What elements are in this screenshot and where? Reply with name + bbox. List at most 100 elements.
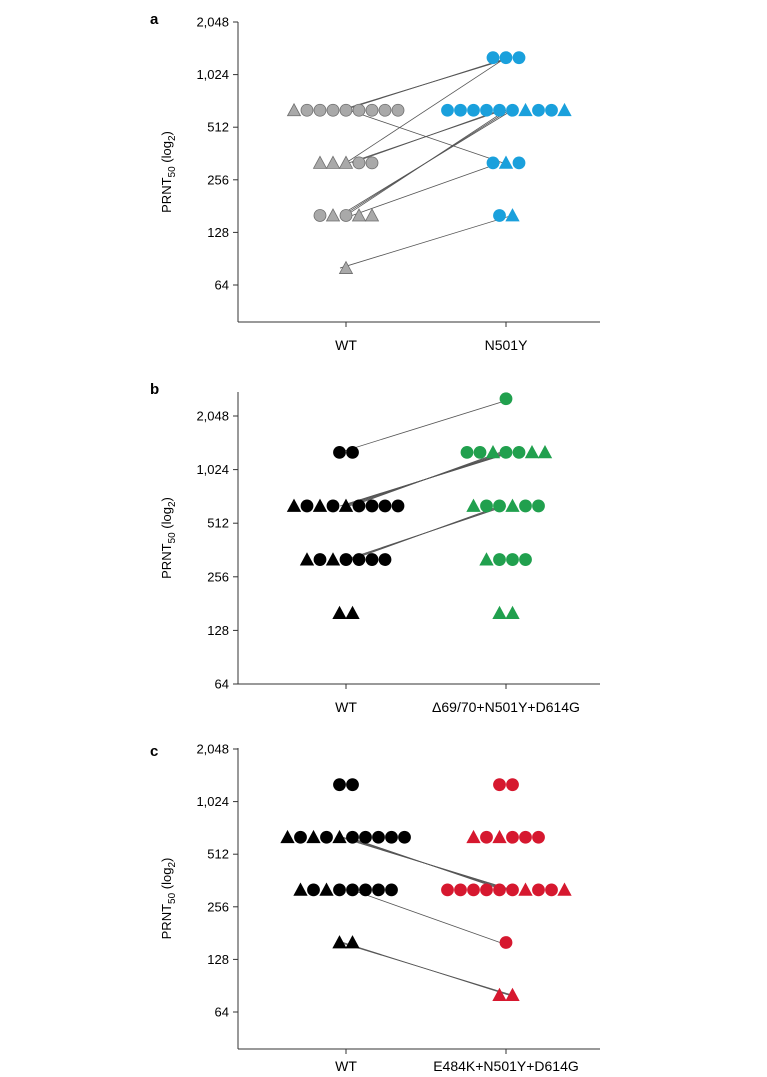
y-tick-label: 512 <box>207 120 229 135</box>
data-point-circle <box>441 103 454 117</box>
data-point-circle <box>545 103 558 117</box>
data-point-circle <box>506 830 519 844</box>
data-point-circle <box>473 445 487 459</box>
y-axis-label: PRNT50 (log2) <box>159 131 178 213</box>
data-point-triangle <box>338 260 354 274</box>
y-axis-label-part: ) <box>159 497 174 501</box>
data-point-circle <box>532 499 545 513</box>
data-point-circle <box>480 830 493 844</box>
y-tick-label: 1,024 <box>196 67 229 82</box>
data-point-circle <box>467 103 480 117</box>
data-point-triangle <box>319 882 334 896</box>
data-point-circle <box>460 445 474 459</box>
pair-line <box>348 836 504 891</box>
y-axis-label-part: 2 <box>167 501 178 507</box>
x-tick-label: WT <box>335 337 357 353</box>
data-point-circle <box>352 499 366 513</box>
x-tick-label: WT <box>335 699 357 715</box>
data-point-triangle <box>492 987 507 1001</box>
data-point-triangle <box>479 552 494 566</box>
y-tick-label: 256 <box>207 172 229 187</box>
data-point-circle <box>378 553 392 566</box>
data-point-circle <box>346 883 359 897</box>
pair-lines <box>339 57 513 269</box>
data-point-circle <box>493 103 506 117</box>
data-point-circle <box>519 499 532 513</box>
data-point-circle <box>378 103 392 117</box>
data-point-triangle <box>364 208 380 222</box>
data-point-circle <box>512 445 526 459</box>
data-point-triangle <box>518 102 533 117</box>
data-point-circle <box>365 156 379 170</box>
y-axis-label-part: PRNT <box>159 177 174 212</box>
pair-line <box>339 398 513 453</box>
data-point-circle <box>365 103 379 117</box>
y-axis-label-part: 50 <box>167 166 178 178</box>
y-axis-label-part: 50 <box>167 892 178 904</box>
data-point-circle <box>359 883 372 897</box>
data-point-circle <box>365 553 379 566</box>
data-point-triangle <box>306 829 321 844</box>
data-point-circle <box>499 51 513 65</box>
data-point-circle <box>339 553 353 566</box>
data-point-circle <box>454 103 467 117</box>
data-point-triangle <box>485 445 501 459</box>
data-point-circle <box>378 499 392 513</box>
data-point-circle <box>493 499 506 513</box>
data-point-circle <box>480 499 493 513</box>
data-point-circle <box>480 883 493 897</box>
data-point-circle <box>480 103 493 117</box>
y-axis-label-part: ) <box>159 858 174 862</box>
data-point-triangle <box>505 987 520 1001</box>
pair-line <box>342 451 510 507</box>
data-point-triangle <box>325 155 341 169</box>
data-point-triangle <box>505 498 520 512</box>
data-point-circle <box>486 51 500 65</box>
data-point-circle <box>326 103 340 117</box>
pair-line <box>351 889 501 943</box>
data-point-circle <box>313 103 327 117</box>
data-point-circle <box>294 830 307 844</box>
y-tick-label: 1,024 <box>196 462 229 477</box>
data-point-circle <box>372 883 385 897</box>
pair-line <box>351 162 501 216</box>
pair-line <box>351 505 501 560</box>
data-point-triangle <box>332 605 347 620</box>
data-point-circle <box>391 103 405 117</box>
data-point-circle <box>385 830 398 844</box>
y-axis-label-part: 50 <box>167 532 178 544</box>
data-point-circle <box>346 445 359 459</box>
panel-letter: b <box>150 381 159 398</box>
data-point-triangle <box>537 445 553 459</box>
data-point-circle <box>493 778 506 792</box>
data-point-circle <box>352 156 366 170</box>
x-tick-label: N501Y <box>485 337 528 353</box>
data-point-circle <box>545 883 558 897</box>
y-tick-label: 256 <box>207 899 229 914</box>
pair-lines <box>339 398 513 560</box>
y-tick-label: 64 <box>215 677 229 692</box>
data-point-triangle <box>345 605 360 620</box>
y-tick-label: 64 <box>215 1005 229 1020</box>
y-tick-label: 128 <box>207 623 229 638</box>
data-point-circle <box>352 553 366 566</box>
data-point-circle <box>339 103 353 117</box>
data-point-triangle <box>332 935 347 949</box>
data-point-circle <box>512 156 526 170</box>
data-point-triangle <box>293 882 308 896</box>
panel-b: b 64 128 256 512 1,024 2,048 WT Δ69/70+N501Y+D61… <box>150 381 600 715</box>
data-point-triangle <box>338 498 354 512</box>
data-point-circle <box>333 778 346 792</box>
pair-line <box>345 57 507 164</box>
y-tick-label: 2,048 <box>196 15 229 30</box>
data-point-circle <box>333 445 346 459</box>
y-tick-label: 512 <box>207 516 229 531</box>
data-point-triangle <box>518 882 533 896</box>
data-point-circle <box>300 103 314 117</box>
pair-line <box>348 109 504 164</box>
data-point-circle <box>454 883 467 897</box>
data-point-triangle <box>286 498 302 512</box>
data-point-triangle <box>325 552 341 566</box>
data-point-triangle <box>332 829 347 844</box>
data-point-circle <box>493 553 506 566</box>
